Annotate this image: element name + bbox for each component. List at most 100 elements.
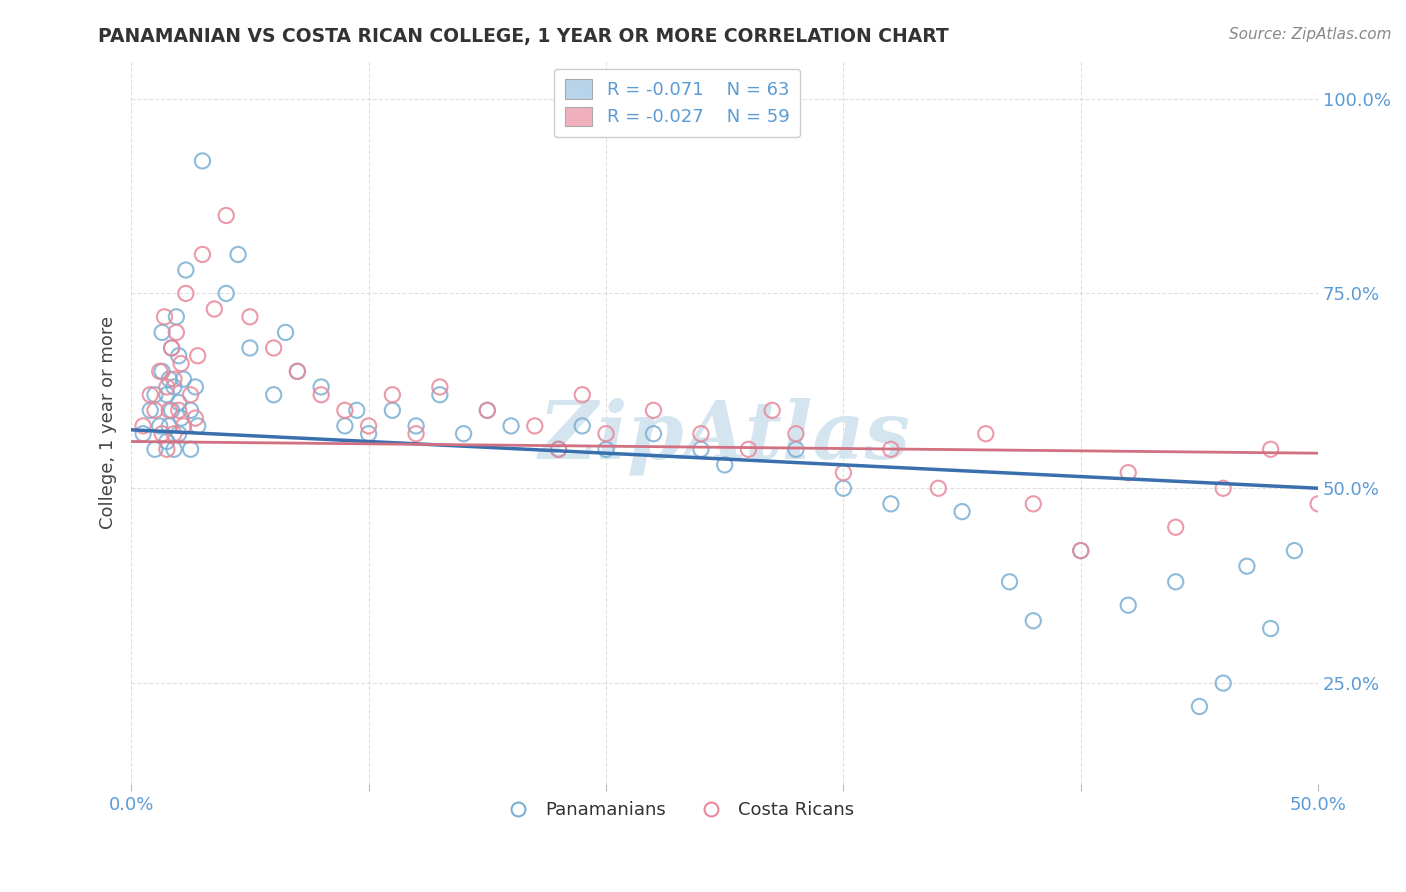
Point [832, 466, 855, 480]
Point [156, 442, 179, 457]
Point [165, 326, 187, 340]
Point [309, 380, 332, 394]
Point [202, 301, 225, 316]
Point [163, 426, 186, 441]
Point [1164, 520, 1187, 534]
Point [149, 364, 172, 378]
Text: ZipAtlas: ZipAtlas [538, 398, 911, 475]
Point [643, 426, 665, 441]
Point [170, 411, 193, 425]
Point [160, 341, 183, 355]
Point [274, 326, 297, 340]
Point [139, 388, 162, 402]
Point [737, 442, 759, 457]
Point [523, 418, 546, 433]
Point [167, 395, 190, 409]
Point [167, 403, 190, 417]
Point [381, 388, 404, 402]
Point [333, 418, 356, 433]
Text: PANAMANIAN VS COSTA RICAN COLLEGE, 1 YEAR OR MORE CORRELATION CHART: PANAMANIAN VS COSTA RICAN COLLEGE, 1 YEA… [98, 27, 949, 45]
Point [172, 418, 194, 433]
Point [167, 349, 190, 363]
Point [132, 426, 155, 441]
Point [153, 310, 176, 324]
Point [832, 481, 855, 495]
Point [150, 426, 173, 441]
Point [180, 388, 202, 402]
Point [309, 388, 332, 402]
Point [690, 442, 713, 457]
Point [880, 442, 903, 457]
Point [690, 426, 713, 441]
Point [1212, 481, 1234, 495]
Point [1212, 676, 1234, 690]
Point [1260, 622, 1282, 636]
Point [143, 388, 166, 402]
Point [1308, 497, 1330, 511]
Point [165, 310, 187, 324]
Point [1260, 442, 1282, 457]
Point [191, 153, 214, 168]
Point [547, 442, 569, 457]
Point [160, 403, 183, 417]
Point [174, 286, 197, 301]
Point [713, 458, 735, 472]
Point [785, 442, 807, 457]
Point [150, 364, 173, 378]
Point [180, 442, 202, 457]
Point [184, 411, 207, 425]
Point [1354, 520, 1376, 534]
Point [477, 403, 499, 417]
Point [1284, 543, 1306, 558]
Point [571, 418, 593, 433]
Point [160, 341, 183, 355]
Point [215, 209, 238, 223]
Point [180, 403, 202, 417]
Point [950, 505, 973, 519]
Point [163, 380, 186, 394]
Point [381, 403, 404, 417]
Point [132, 418, 155, 433]
Point [453, 426, 475, 441]
Point [156, 434, 179, 449]
Point [163, 442, 186, 457]
Point [287, 364, 309, 378]
Point [143, 442, 166, 457]
Point [405, 418, 427, 433]
Point [595, 442, 617, 457]
Point [163, 372, 186, 386]
Point [357, 418, 380, 433]
Point [149, 418, 172, 433]
Point [157, 403, 180, 417]
Point [187, 418, 209, 433]
Point [1070, 543, 1092, 558]
Point [287, 364, 309, 378]
Point [405, 426, 427, 441]
Point [170, 357, 193, 371]
Point [215, 286, 238, 301]
Point [761, 403, 783, 417]
Point [357, 426, 380, 441]
Point [263, 341, 285, 355]
Point [547, 442, 569, 457]
Point [1188, 699, 1211, 714]
Point [499, 418, 522, 433]
Point [785, 426, 807, 441]
Point [191, 247, 214, 261]
Point [187, 349, 209, 363]
Point [880, 497, 903, 511]
Point [1022, 614, 1045, 628]
Point [429, 380, 451, 394]
Point [1022, 497, 1045, 511]
Point [172, 372, 194, 386]
Point [1402, 543, 1406, 558]
Point [150, 326, 173, 340]
Point [429, 388, 451, 402]
Point [226, 247, 249, 261]
Point [1236, 559, 1258, 574]
Point [139, 403, 162, 417]
Point [239, 310, 262, 324]
Point [927, 481, 949, 495]
Point [346, 403, 368, 417]
Y-axis label: College, 1 year or more: College, 1 year or more [100, 316, 117, 529]
